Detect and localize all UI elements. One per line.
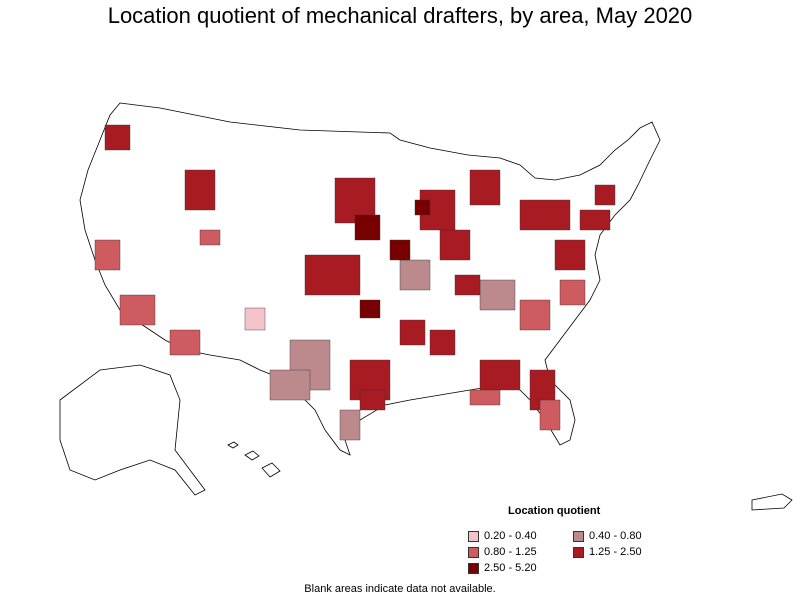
hawaii-outline bbox=[227, 441, 281, 478]
shaded-area bbox=[579, 209, 611, 231]
shaded-area bbox=[199, 229, 221, 246]
legend-label: 0.20 - 0.40 bbox=[484, 530, 537, 542]
shaded-area bbox=[439, 229, 471, 261]
shaded-area bbox=[479, 359, 521, 391]
shaded-area bbox=[269, 369, 311, 401]
shaded-area bbox=[559, 279, 586, 306]
shaded-area bbox=[414, 199, 431, 216]
legend-item-0.80-1.25: 0.80 - 1.25 bbox=[468, 546, 537, 558]
shaded-area bbox=[399, 259, 431, 291]
shaded-area bbox=[184, 169, 216, 211]
shaded-area bbox=[354, 214, 381, 241]
puerto-rico-outline bbox=[751, 493, 793, 511]
legend-swatch bbox=[573, 546, 584, 558]
legend-label: 0.80 - 1.25 bbox=[484, 546, 537, 558]
shaded-area bbox=[104, 124, 131, 151]
shaded-area bbox=[539, 399, 561, 431]
shaded-area bbox=[469, 389, 501, 406]
shaded-area bbox=[244, 307, 266, 331]
legend-swatch bbox=[573, 530, 584, 542]
legend-item-0.40-0.80: 0.40 - 0.80 bbox=[573, 530, 642, 542]
shaded-area bbox=[359, 299, 381, 319]
shaded-area bbox=[479, 279, 516, 311]
shaded-area bbox=[399, 319, 426, 346]
map-title: Location quotient of mechanical drafters… bbox=[107, 3, 693, 28]
shaded-area bbox=[304, 254, 361, 296]
legend-label: 0.40 - 0.80 bbox=[589, 530, 642, 542]
shaded-area bbox=[169, 329, 201, 356]
shaded-area bbox=[594, 184, 616, 206]
shaded-area bbox=[389, 239, 411, 261]
legend-label: 2.50 - 5.20 bbox=[484, 562, 537, 574]
shaded-area bbox=[469, 169, 501, 206]
legend-item-1.25-2.50: 1.25 - 2.50 bbox=[573, 546, 642, 558]
shaded-area bbox=[454, 274, 481, 296]
shaded-area bbox=[339, 409, 361, 441]
legend-label: 1.25 - 2.50 bbox=[589, 546, 642, 558]
shaded-area bbox=[359, 389, 386, 411]
legend-item-0.20-0.40: 0.20 - 0.40 bbox=[468, 530, 537, 542]
alaska-outline bbox=[59, 364, 206, 496]
shaded-area bbox=[519, 199, 571, 231]
shaded-area bbox=[429, 329, 456, 356]
legend-swatch bbox=[468, 530, 479, 542]
legend-swatch bbox=[468, 562, 479, 574]
shaded-area bbox=[519, 299, 551, 331]
legend-title: Location quotient bbox=[508, 505, 601, 517]
shaded-area bbox=[94, 239, 121, 271]
shaded-area bbox=[119, 294, 156, 326]
footnote: Blank areas indicate data not available. bbox=[304, 583, 496, 595]
shaded-area bbox=[554, 239, 586, 271]
legend-item-2.50-5.20: 2.50 - 5.20 bbox=[468, 562, 537, 574]
legend-swatch bbox=[468, 546, 479, 558]
